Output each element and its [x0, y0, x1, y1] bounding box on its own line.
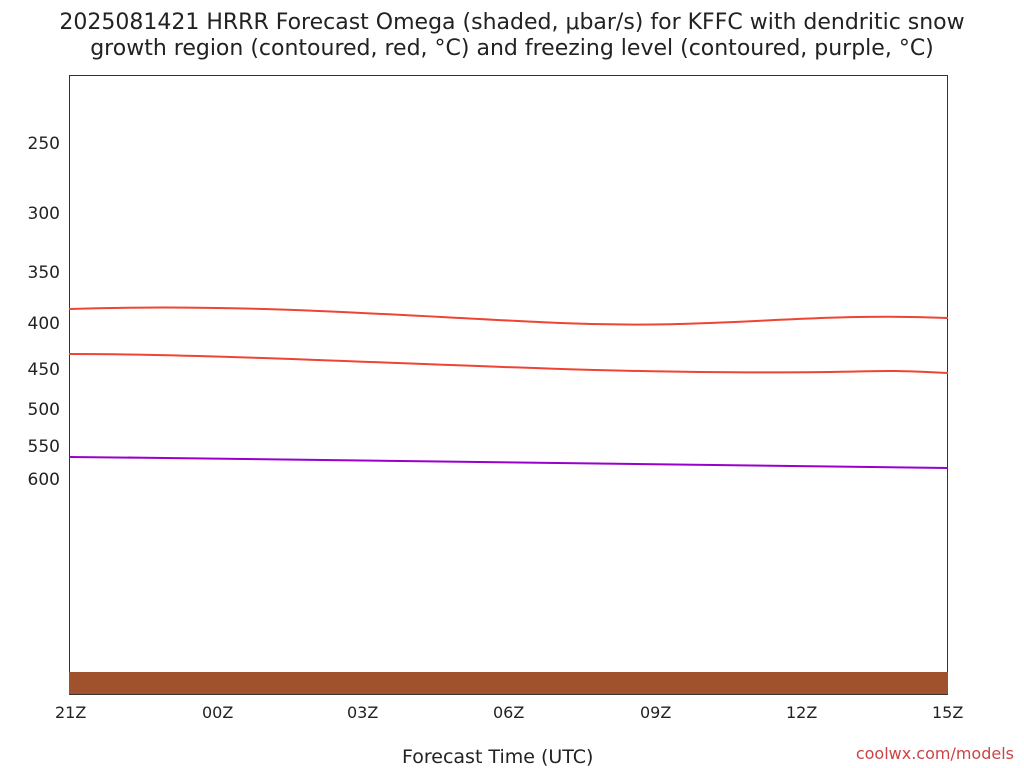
x-tick: 12Z — [786, 703, 818, 722]
terrain — [69, 672, 948, 694]
x-tick: 21Z — [55, 703, 87, 722]
x-tick: 09Z — [640, 703, 672, 722]
x-tick: 06Z — [493, 703, 525, 722]
y-tick: 400 — [27, 314, 60, 334]
y-tick: 550 — [27, 437, 60, 457]
y-tick: 250 — [27, 134, 60, 154]
x-tick: 15Z — [932, 703, 964, 722]
contour-neg18 — [68, 306, 949, 326]
contour-neg12 — [68, 353, 949, 374]
x-axis-title: Forecast Time (UTC) — [402, 746, 594, 768]
y-tick: 350 — [27, 263, 60, 283]
x-tick: 03Z — [347, 703, 379, 722]
x-tick: 00Z — [202, 703, 234, 722]
y-tick: 500 — [27, 400, 60, 420]
y-tick: 300 — [27, 204, 60, 224]
y-tick: 450 — [27, 360, 60, 380]
credit-link[interactable]: coolwx.com/models — [855, 744, 1014, 763]
plot-area — [69, 75, 948, 695]
y-tick: 600 — [27, 470, 60, 490]
contour-0 — [68, 456, 949, 469]
title-line-2: growth region (contoured, red, °C) and f… — [90, 36, 934, 61]
title-line-1: 2025081421 HRRR Forecast Omega (shaded, … — [59, 10, 965, 35]
